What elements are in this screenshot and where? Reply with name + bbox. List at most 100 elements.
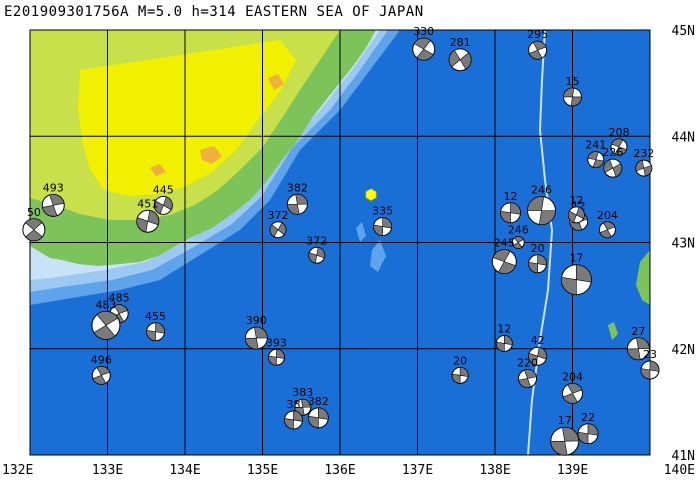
depth-label: 382: [308, 395, 329, 408]
beachball-compression: [611, 138, 627, 156]
beachball-compression: [287, 193, 308, 215]
land-highland: [78, 40, 296, 196]
focal-mechanism[interactable]: [91, 310, 121, 340]
depth-label: 445: [153, 183, 174, 196]
depth-label: 485: [109, 292, 130, 305]
focal-mechanism[interactable]: [286, 193, 308, 215]
depth-label: 23: [643, 348, 657, 361]
focal-mechanism[interactable]: [41, 193, 65, 217]
lon-tick-label: 133E: [92, 463, 123, 478]
focal-mechanism[interactable]: [495, 334, 513, 352]
focal-mechanism[interactable]: [626, 337, 650, 361]
focal-mechanism[interactable]: [562, 382, 583, 404]
focal-mechanism[interactable]: [491, 249, 517, 275]
lon-tick-label: 132E: [2, 463, 33, 478]
depth-label: 20: [453, 354, 467, 367]
focal-mechanism[interactable]: [294, 398, 312, 416]
beachball-compression: [500, 202, 521, 224]
focal-mechanism[interactable]: [373, 217, 393, 237]
focal-mechanism[interactable]: [635, 159, 653, 177]
depth-label: 12: [504, 190, 518, 203]
focal-mechanism[interactable]: [500, 202, 521, 224]
focal-mechanism[interactable]: [603, 158, 623, 178]
depth-label: 22: [581, 411, 595, 424]
focal-mechanism[interactable]: [153, 195, 173, 215]
focal-mechanism[interactable]: [587, 151, 605, 169]
beachball-compression: [603, 159, 623, 177]
depth-label: 245: [494, 237, 515, 250]
beachball-compression: [146, 322, 165, 342]
beachball-compression: [451, 367, 469, 384]
beachball-compression: [154, 196, 173, 215]
depth-label: 372: [268, 209, 289, 222]
map-title: E201909301756A M=5.0 h=314 EASTERN SEA O…: [4, 4, 424, 20]
lat-tick-label: 45N: [672, 24, 695, 39]
depth-label: 20: [531, 242, 545, 255]
beachball-compression: [413, 37, 434, 61]
epicenter-layer: [365, 188, 377, 202]
depth-label: 12: [497, 322, 511, 335]
focal-mechanism[interactable]: [448, 48, 472, 72]
focal-mechanism[interactable]: [528, 40, 548, 60]
depth-label: 335: [372, 205, 393, 218]
lat-tick-label: 43N: [672, 237, 695, 252]
depth-label: 383: [292, 386, 313, 399]
depth-label: 17: [569, 252, 583, 265]
focal-mechanism[interactable]: [22, 218, 46, 242]
beachball-compression: [492, 249, 516, 274]
focal-mechanism[interactable]: [528, 346, 548, 366]
focal-mechanism[interactable]: [269, 221, 287, 239]
beachball-compression: [563, 87, 582, 107]
depth-label: 455: [145, 310, 166, 323]
lat-tick-label: 44N: [672, 130, 695, 145]
depth-label: 330: [413, 25, 434, 38]
focal-mechanism[interactable]: [567, 206, 585, 224]
beachball-compression: [528, 254, 547, 274]
focal-mechanism[interactable]: [598, 221, 616, 239]
focal-mechanism[interactable]: [518, 369, 538, 388]
focal-mechanism[interactable]: [267, 348, 285, 366]
focal-mechanism[interactable]: [640, 360, 660, 380]
focal-mechanism[interactable]: [91, 365, 111, 385]
beachball-compression: [284, 410, 303, 430]
depth-label: 295: [527, 28, 548, 41]
focal-mechanism[interactable]: [560, 264, 592, 296]
focal-mechanism[interactable]: [610, 138, 628, 156]
focal-mechanism[interactable]: [527, 196, 556, 226]
depth-label: 220: [517, 357, 538, 370]
focal-mechanism[interactable]: [550, 426, 580, 456]
beachball-compression: [568, 206, 585, 223]
lon-tick-label: 135E: [247, 463, 278, 478]
seamount: [356, 222, 366, 242]
lon-tick-label: 136E: [324, 463, 355, 478]
beachball-compression: [269, 222, 287, 238]
focal-mechanism[interactable]: [284, 410, 303, 430]
epicenter-marker[interactable]: [365, 188, 377, 202]
beachball-compression: [599, 221, 616, 239]
beachball-compression: [136, 210, 160, 233]
depth-label: 226: [602, 146, 623, 159]
focal-mechanism[interactable]: [307, 407, 329, 429]
depth-label: 393: [266, 336, 287, 349]
focal-mechanism[interactable]: [136, 209, 160, 233]
focal-mechanism[interactable]: [451, 366, 469, 384]
depth-label: 493: [43, 181, 64, 194]
focal-mechanism[interactable]: [244, 326, 268, 350]
depth-label: 241: [585, 139, 606, 152]
land-hokkaido: [636, 250, 650, 305]
depth-label: 372: [306, 234, 327, 247]
lat-tick-label: 41N: [672, 449, 695, 464]
focal-mechanism[interactable]: [146, 322, 166, 342]
focal-mechanism[interactable]: [563, 87, 582, 107]
focal-mechanism[interactable]: [308, 246, 326, 264]
focal-mechanism[interactable]: [511, 236, 525, 249]
beachball-compression: [627, 337, 650, 361]
lon-tick-label: 134E: [169, 463, 200, 478]
focal-mechanism[interactable]: [577, 423, 599, 445]
focal-mechanism[interactable]: [528, 254, 548, 274]
focal-mechanism[interactable]: [412, 37, 436, 61]
depth-label: 451: [137, 197, 158, 210]
beachball-compression: [244, 326, 268, 350]
